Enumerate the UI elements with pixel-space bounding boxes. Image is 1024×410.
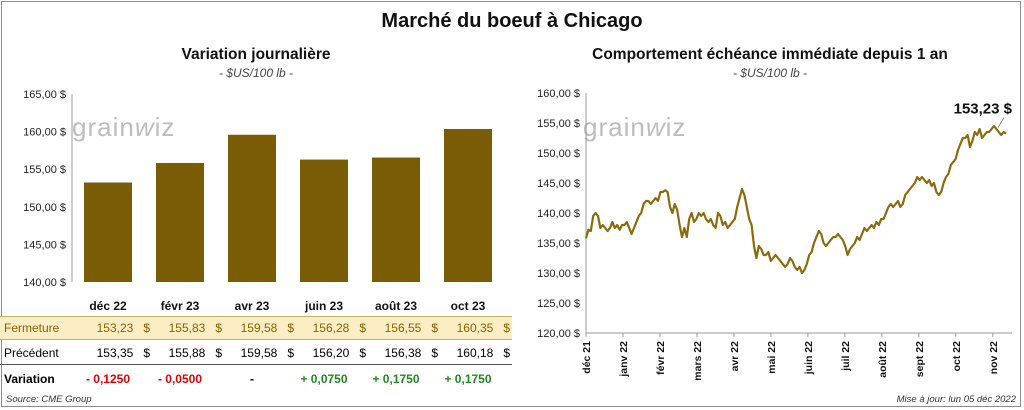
table-cell: -	[250, 372, 254, 386]
table-cell: 160,35 $	[456, 321, 510, 335]
last-value-label: 153,23 $	[954, 101, 1013, 118]
update-note: Mise à jour: lun 05 déc 2022	[896, 394, 1016, 405]
price-line	[584, 124, 1007, 275]
line-x-tick-label: mars 22	[692, 341, 704, 381]
table-cell: 160,18 $	[456, 346, 510, 360]
table-row-variation: Variation - 0,1250 - 0,0500 - + 0,0750 + 0,1…	[0, 368, 512, 390]
bar	[228, 134, 276, 282]
line-x-tick-label: juil 22	[840, 341, 852, 372]
line-y-tick-label: 125,00 $	[537, 298, 580, 310]
bar-x-tick-label: août 23	[375, 299, 417, 313]
line-x-tick-label: mai 22	[766, 341, 778, 374]
bar-x-tick-label: oct 23	[451, 299, 486, 313]
table-cell: - 0,1250	[85, 372, 131, 386]
line-x-tick-label: déc 21	[581, 341, 593, 374]
bar-x-tick-label: avr 23	[235, 299, 270, 313]
bar	[300, 159, 348, 282]
line-x-tick-label: juin 22	[803, 341, 815, 375]
grainwiz-watermark: grainwiz	[72, 112, 176, 142]
table-cell: 159,58 $	[240, 321, 294, 335]
row-label-previous: Précédent	[4, 346, 59, 360]
bar-chart: 140,00 $ 145,00 $ 150,00 $ 155,00 $ 160,00 $…	[23, 89, 492, 313]
table-cell: 159,58 $	[240, 346, 294, 360]
last-value-leader	[997, 117, 1005, 128]
bar-chart-title: Variation journalière	[181, 46, 331, 63]
line-y-tick-label: 135,00 $	[537, 238, 580, 250]
bar	[444, 128, 492, 282]
line-x-tick-label: févr 22	[655, 341, 667, 375]
bar-y-tick-label: 155,00 $	[23, 164, 66, 176]
bar-y-tick-label: 150,00 $	[23, 202, 66, 214]
table-cell: + 0,0750	[300, 372, 348, 386]
table-cell: 156,55 $	[384, 321, 438, 335]
line-y-tick-label: 140,00 $	[537, 208, 580, 220]
line-chart-title: Comportement échéance immédiate depuis 1…	[592, 46, 948, 63]
line-chart-unit: - $US/100 lb -	[732, 66, 808, 80]
line-x-tick-label: sept 22	[914, 341, 926, 377]
bar-x-tick-label: févr 23	[161, 299, 200, 313]
source-note: Source: CME Group	[6, 394, 92, 405]
table-cell: 156,20 $	[312, 346, 366, 360]
line-y-tick-label: 160,00 $	[537, 88, 580, 100]
bar-chart-unit: - $US/100 lb -	[218, 66, 294, 80]
table-cell: 156,28 $	[312, 321, 366, 335]
table-cell: 156,38 $	[384, 346, 438, 360]
table-cell: - 0,0500	[157, 372, 203, 386]
bar	[156, 162, 204, 282]
row-label-variation: Variation	[4, 372, 55, 386]
row-label-close: Fermeture	[4, 321, 60, 335]
table-cell: 155,83 $	[168, 321, 222, 335]
line-y-tick-label: 130,00 $	[537, 268, 580, 280]
line-x-tick-label: nov 22	[988, 341, 1000, 374]
table-cell: + 0,1750	[444, 372, 492, 386]
table-row-close: Fermeture 153,23 $ 155,83 $ 159,58 $ 156,28…	[0, 316, 512, 340]
grainwiz-watermark-right: grainwiz	[583, 112, 687, 142]
bar-y-tick-label: 165,00 $	[23, 89, 66, 101]
table-cell: 153,35 $	[96, 346, 150, 360]
bar	[372, 157, 420, 282]
bar-x-tick-label: déc 22	[89, 299, 127, 313]
bar	[84, 182, 132, 282]
line-x-tick-label: avr 22	[729, 341, 741, 372]
table-row-previous: Précédent 153,35 $ 155,88 $ 159,58 $ 156,20…	[0, 342, 512, 365]
line-y-tick-label: 145,00 $	[537, 178, 580, 190]
bar-y-tick-label: 140,00 $	[23, 277, 66, 289]
line-y-tick-label: 150,00 $	[537, 148, 580, 160]
table-cell: + 0,1750	[372, 372, 420, 386]
line-x-tick-label: août 22	[877, 341, 889, 378]
bar-x-tick-label: juin 23	[304, 299, 343, 313]
main-title: Marché du boeuf à Chicago	[381, 10, 643, 32]
bar-y-tick-label: 160,00 $	[23, 127, 66, 139]
line-y-tick-label: 120,00 $	[537, 328, 580, 340]
table-cell: 153,23 $	[96, 321, 150, 335]
line-y-tick-label: 155,00 $	[537, 118, 580, 130]
line-x-tick-label: oct 22	[951, 341, 963, 372]
table-cell: 155,88 $	[168, 346, 222, 360]
line-chart: 120,00 $ 125,00 $ 130,00 $ 135,00 $ 140,00 $…	[537, 88, 1013, 381]
line-x-tick-label: janv 22	[618, 341, 630, 378]
bar-y-tick-label: 145,00 $	[23, 239, 66, 251]
